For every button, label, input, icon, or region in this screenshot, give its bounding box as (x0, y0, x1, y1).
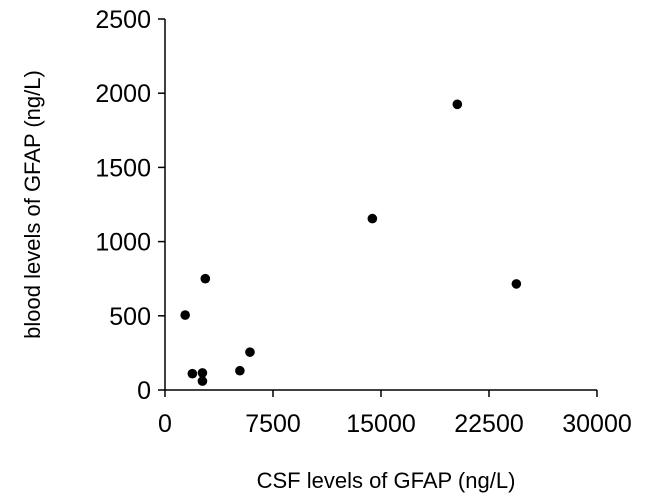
y-tick-label: 1000 (95, 229, 151, 257)
y-tick-label: 2500 (95, 6, 151, 34)
x-tick-label: 0 (158, 410, 172, 438)
x-tick-label: 30000 (562, 410, 632, 438)
data-point (187, 368, 198, 379)
x-tick-label: 15000 (346, 410, 416, 438)
data-point (452, 99, 463, 110)
x-tick-label: 7500 (245, 410, 301, 438)
axes (164, 19, 597, 391)
y-axis-ticks: 0 500 1000 1500 2000 2500 (95, 6, 165, 405)
x-axis-ticks: 0 7500 15000 22500 30000 (158, 390, 632, 438)
data-point (245, 347, 255, 357)
data-point (367, 213, 378, 224)
x-tick-label: 22500 (454, 410, 524, 438)
y-tick-label: 2000 (95, 80, 151, 108)
data-point (200, 273, 211, 284)
data-points (180, 99, 522, 386)
data-point (180, 310, 190, 320)
data-point (235, 365, 245, 376)
y-tick-label: 1500 (95, 154, 151, 182)
data-point (197, 368, 208, 378)
x-axis-title: CSF levels of GFAP (ng/L) (257, 468, 516, 493)
data-point (511, 279, 522, 289)
y-tick-label: 0 (137, 377, 151, 405)
data-point (197, 376, 208, 386)
y-axis-title: blood levels of GFAP (ng/L) (20, 70, 45, 339)
y-tick-label: 500 (109, 303, 151, 331)
